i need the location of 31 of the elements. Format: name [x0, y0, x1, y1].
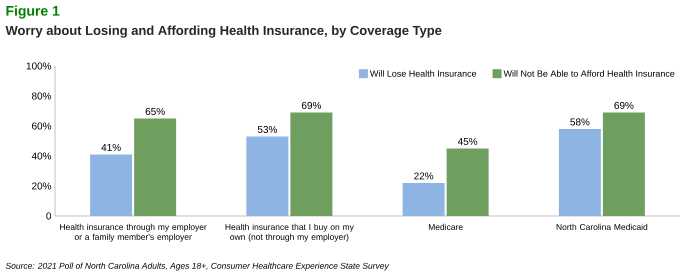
data-label: 45%	[458, 138, 478, 145]
x-tick-label: Health insurance that I buy on my own (not through my employer)	[226, 224, 354, 242]
legend-label: Will Not Be Able to Afford Health Insurance	[504, 70, 674, 77]
x-tick-label: North Carolina Medicaid	[556, 224, 648, 230]
data-label: 65%	[146, 108, 165, 115]
bar	[446, 148, 489, 216]
bar	[90, 154, 132, 216]
y-tick-label: 40%	[32, 152, 52, 160]
bar	[558, 129, 601, 216]
chart-title: Figure 1	[6, 6, 60, 19]
chart-subtitle: Worry about Losing and Affording Health Insurance, by Coverage Type	[6, 26, 442, 38]
data-label: 58%	[570, 118, 590, 126]
data-label: 53%	[258, 126, 278, 133]
y-tick-label: 60%	[32, 122, 52, 130]
y-tick-label: 100%	[26, 62, 52, 70]
x-tick-label: Medicare	[428, 224, 463, 230]
bar	[134, 118, 176, 216]
data-label: 69%	[302, 102, 322, 109]
source-note: Source: 2021 Poll of North Carolina Adults, Ages 18+, Consumer Healthcare Experience State Survey	[6, 262, 390, 270]
data-label: 22%	[414, 172, 434, 180]
y-tick-label: 0	[46, 212, 52, 220]
y-tick-label: 20%	[32, 182, 52, 190]
legend-label: Will Lose Health Insurance	[370, 70, 476, 77]
bar	[246, 136, 288, 216]
data-label: 41%	[101, 144, 121, 151]
bar	[290, 112, 332, 216]
y-tick-label: 80%	[32, 92, 52, 100]
bar	[402, 183, 445, 216]
data-label: 69%	[614, 102, 634, 109]
bar	[602, 112, 645, 216]
x-tick-label: Health insurance through my employer or a family member's employer	[60, 224, 207, 242]
